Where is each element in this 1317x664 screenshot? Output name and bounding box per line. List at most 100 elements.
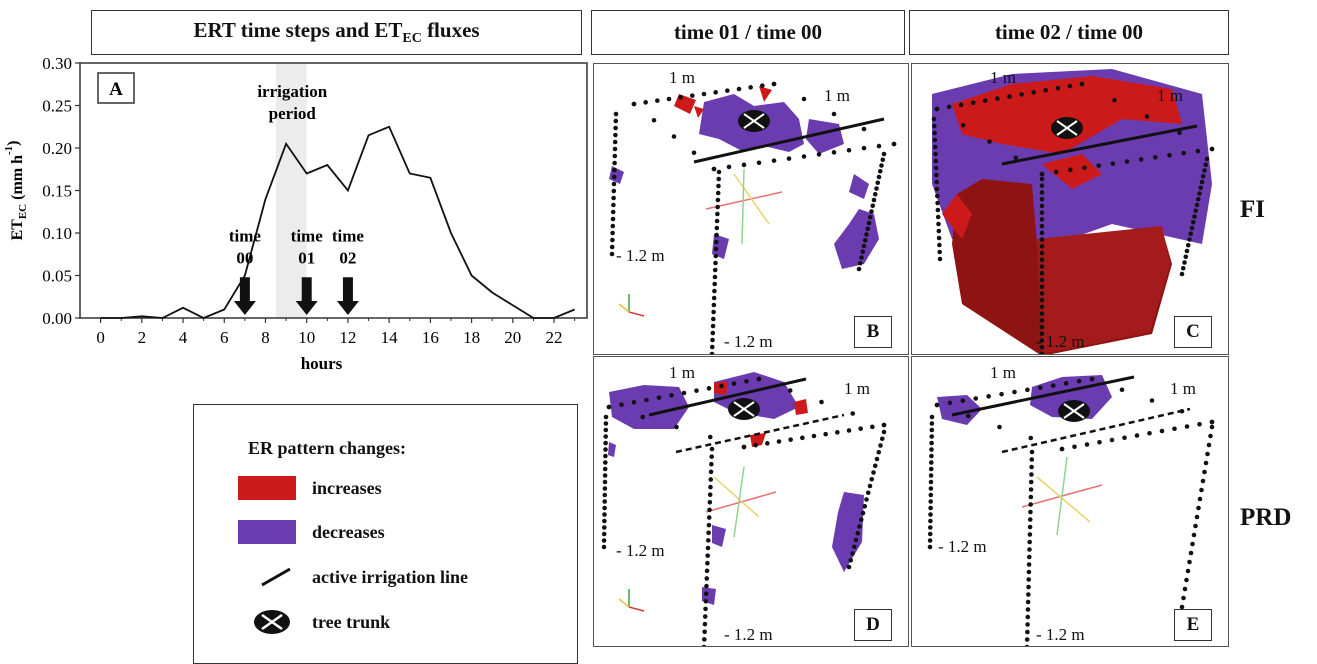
electrode-dot (1039, 257, 1045, 263)
electrode-dot (1181, 595, 1186, 601)
electrode-dot (711, 166, 717, 172)
electrode-dot (709, 446, 715, 452)
electrode-dot (1039, 324, 1045, 330)
et-flux-chart-svg: A0.000.050.100.150.200.250.300 2 4 6 8 10 12 14… (3, 54, 588, 373)
electrode-dot (1013, 155, 1019, 161)
electrode-dot (1039, 351, 1045, 354)
electrode-dot (756, 376, 762, 382)
electrode-dot (1205, 451, 1210, 457)
electrode-dot (1199, 487, 1204, 493)
electrode-dot (928, 505, 933, 511)
electrode-dot (602, 518, 607, 524)
electrode-dot (874, 186, 879, 191)
electrode-dot (631, 101, 637, 107)
electrode-dot (610, 237, 615, 243)
electrode-dot (995, 96, 1000, 101)
electrode-dot (987, 139, 992, 144)
panel-c-letter: C (1174, 316, 1212, 348)
electrode-dot (611, 188, 617, 194)
electrode-dot (1084, 442, 1090, 447)
electrode-dot (612, 146, 618, 152)
electrode-dot (846, 564, 852, 570)
electrode-dot (1007, 94, 1012, 99)
electrode-dot (934, 179, 939, 185)
electrode-dot (702, 614, 708, 619)
electrode-dot (1197, 421, 1202, 427)
electrode-dot (611, 195, 616, 201)
electrode-dot (861, 243, 867, 249)
panel-d-render (601, 372, 887, 646)
electrode-dot (1026, 569, 1032, 575)
electrode-dot (704, 576, 710, 581)
electrode-dot (611, 174, 617, 180)
electrode-dot (927, 544, 933, 550)
electrode-dot (1209, 419, 1215, 425)
legend-irrigation-line-label: active irrigation line (312, 566, 468, 587)
electrode-dot (853, 537, 859, 543)
electrode-dot (1076, 378, 1082, 384)
legend-increases-label: increases (312, 477, 382, 498)
chart-header: ERT time steps and ETEC fluxes (91, 10, 582, 55)
electrode-dot (706, 530, 711, 536)
electrode-dot (1203, 460, 1209, 466)
electrode-dot (612, 153, 618, 159)
electrode-dot (1124, 159, 1130, 164)
electrode-dot (1025, 614, 1031, 620)
x-axis-label: hours (301, 354, 343, 373)
electrode-dot (1024, 644, 1030, 646)
electrode-dot (1193, 523, 1198, 529)
electrode-dot (1185, 568, 1191, 574)
electrode-dot (771, 158, 777, 163)
x-tick-label: 20 (504, 328, 521, 347)
electrode-dot (741, 444, 747, 450)
electrode-dot (603, 453, 608, 459)
electrode-dot (848, 557, 854, 563)
electrode-dot (1028, 494, 1034, 500)
electrode-dot (879, 436, 885, 442)
electrode-dot (1138, 157, 1144, 162)
electrode-dot (935, 193, 940, 199)
electrode-dot (1025, 599, 1031, 605)
electrode-dot (811, 433, 817, 439)
electrode-dot (1185, 242, 1191, 248)
electrode-dot (602, 466, 608, 472)
electrode-dot (1195, 148, 1201, 154)
electrode-dot (1209, 424, 1215, 430)
electrode-dot (1068, 167, 1073, 173)
electrode-dot (1147, 430, 1152, 436)
electrode-dot (999, 391, 1004, 397)
electrode-dot (937, 242, 942, 248)
electrode-dot (715, 197, 721, 203)
electrode-dot (1043, 87, 1049, 93)
electrode-dot (1038, 385, 1043, 390)
electrode-dot (1028, 479, 1034, 485)
electrode-dot (712, 288, 717, 294)
electrode-dot (1029, 472, 1034, 477)
electrode-dot (1187, 237, 1192, 242)
electrode-dot (1039, 277, 1045, 283)
electrode-dot (1197, 496, 1203, 502)
column-header-time02-text: time 02 / time 00 (994, 20, 1144, 44)
electrode-dot (857, 260, 863, 266)
electrode-dot (1019, 92, 1024, 97)
electrode-dot (703, 606, 708, 612)
panel-c-bottom-label: - 1.2 m (1036, 332, 1085, 351)
electrode-dot (871, 470, 876, 475)
electrode-dot (819, 399, 824, 405)
electrode-dot (928, 466, 934, 472)
electrode-dot (631, 400, 637, 405)
electrode-dot (771, 81, 777, 87)
electrode-dot (861, 145, 867, 151)
panel-e-bottom-label: - 1.2 m (1036, 625, 1085, 644)
electrode-dot (1184, 577, 1189, 583)
electrode-dot (1039, 190, 1045, 195)
electrode-dot (612, 167, 617, 173)
electrode-dot (973, 396, 979, 401)
electrode-dot (835, 430, 840, 435)
electrode-dot (1039, 250, 1045, 256)
panel-e-top-label: 1 m (990, 363, 1016, 382)
electrode-dot (851, 544, 857, 550)
electrode-dot (1184, 248, 1190, 254)
electrode-dot (867, 483, 873, 489)
electrode-dot (876, 174, 882, 180)
